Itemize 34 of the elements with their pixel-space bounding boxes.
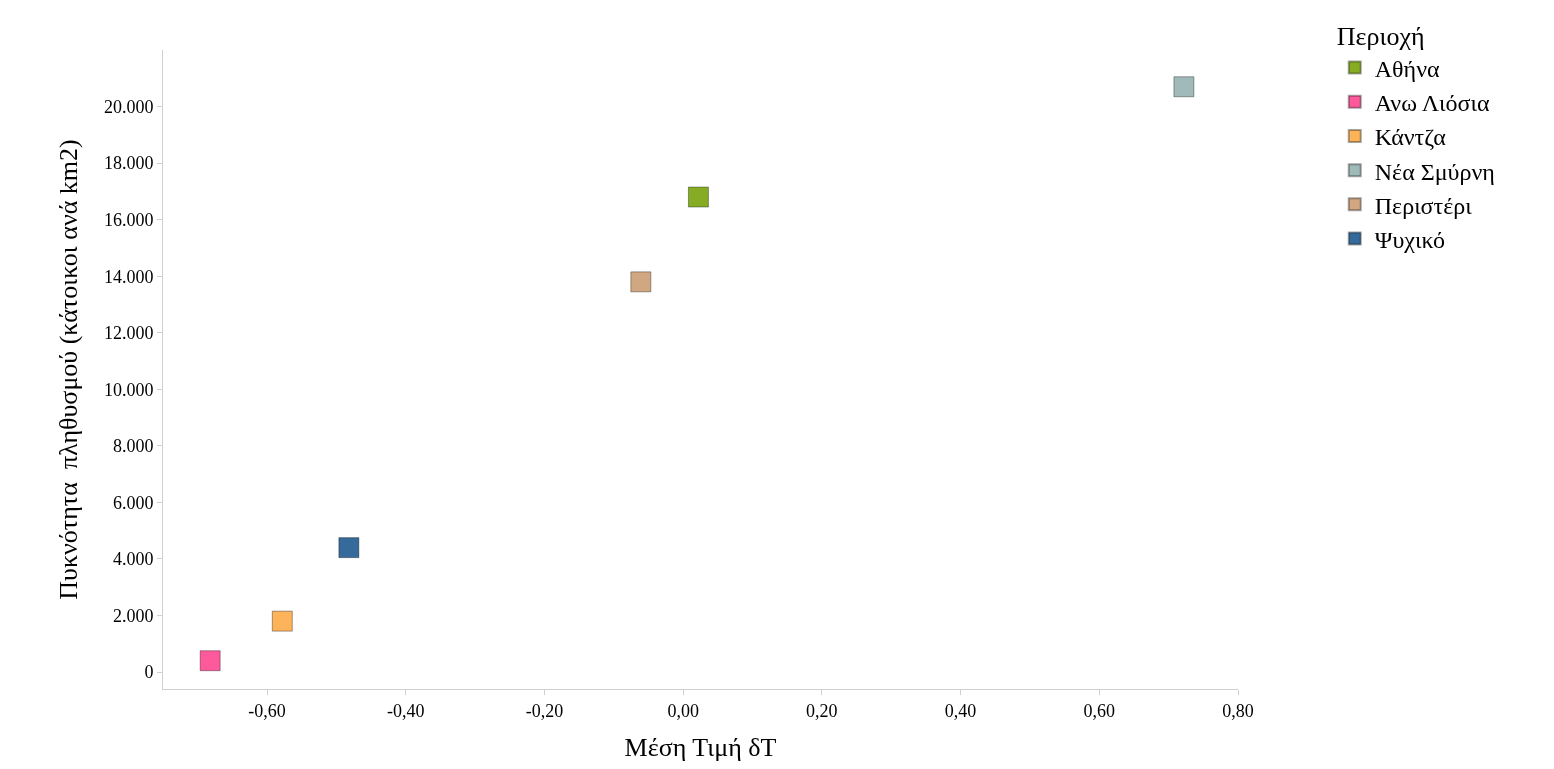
- y-tick-label: 4.000: [112, 549, 154, 570]
- point: [630, 271, 652, 293]
- y-tick-label: 16.000: [103, 209, 154, 230]
- y-tick-label: 2.000: [112, 605, 154, 626]
- legend-label: Περιστέρι: [1374, 192, 1473, 219]
- x-tick-label: 0,60: [1083, 700, 1116, 721]
- y-tick-label: 18.000: [103, 153, 154, 174]
- point: [687, 186, 709, 208]
- x-tick-label: 0,20: [806, 700, 838, 721]
- y-tick-label: 10.000: [103, 379, 154, 400]
- legend-label: Ανω Λιόσια: [1374, 90, 1490, 117]
- y-tick-label: 20.000: [103, 96, 154, 117]
- legend-label: Κάντζα: [1374, 124, 1447, 151]
- point: [271, 610, 293, 632]
- y-tick-label: 12.000: [103, 323, 154, 344]
- x-tick-label: 0,40: [944, 700, 977, 721]
- point: [338, 537, 360, 559]
- y-tick-label: 6.000: [112, 492, 154, 513]
- x-tick-label: -0,20: [525, 700, 564, 721]
- x-axis-title: Μέση Τιμή δT: [624, 733, 777, 763]
- y-tick-label: 8.000: [112, 436, 154, 457]
- point: [199, 650, 221, 672]
- point: [1173, 76, 1195, 98]
- x-tick-label: -0,40: [386, 700, 425, 721]
- y-tick-label: 0: [144, 662, 154, 683]
- y-axis-title: Πυκνότητα πληθυσμού (κάτοικοι ανά km2): [54, 139, 84, 600]
- legend-label: Ψυχικό: [1374, 226, 1446, 253]
- y-tick-label: 14.000: [103, 266, 154, 287]
- legend-label: Νέα Σμύρνη: [1374, 158, 1495, 185]
- x-tick-label: 0,80: [1222, 700, 1254, 721]
- legend-label: Αθήνα: [1374, 55, 1440, 82]
- legend-title: Περιοχή: [1336, 22, 1425, 52]
- x-tick-label: 0,00: [667, 700, 699, 721]
- x-tick-label: -0,60: [248, 700, 286, 721]
